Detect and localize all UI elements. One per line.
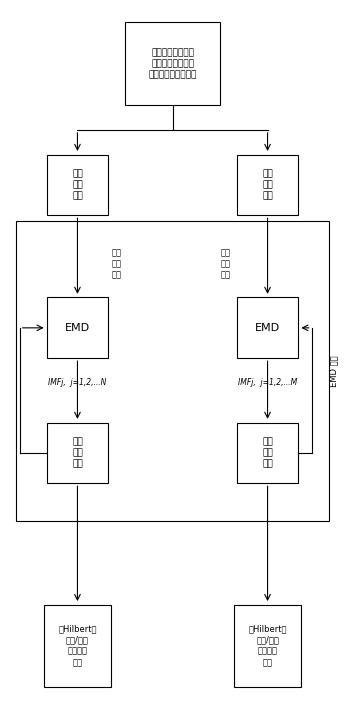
Bar [237,423,298,483]
Bar [237,155,298,215]
Text: 非接触生命探测中
呼吸和心跳信号的
分离及时频分析方法: 非接触生命探测中 呼吸和心跳信号的 分离及时频分析方法 [148,48,197,79]
Text: 心跳
干扰
滤除: 心跳 干扰 滤除 [111,248,121,279]
Text: 呼吸
信号
提取: 呼吸 信号 提取 [72,169,83,201]
Text: 心跳
信号
提取: 心跳 信号 提取 [262,169,273,201]
Bar [16,221,329,521]
Text: EMD 模块: EMD 模块 [329,355,338,387]
Bar [43,605,111,687]
Text: 希尔
伯特
变换: 希尔 伯特 变换 [72,437,83,469]
Text: IMFj,  j=1,2,...N: IMFj, j=1,2,...N [48,379,107,387]
Text: 呼吸
干扰
滤除: 呼吸 干扰 滤除 [220,248,230,279]
Bar [234,605,302,687]
Text: 希尔
伯特
变换: 希尔 伯特 变换 [262,437,273,469]
Text: IMFj,  j=1,2,...M: IMFj, j=1,2,...M [238,379,297,387]
Text: EMD: EMD [65,323,90,333]
Text: 用Hilbert谱
分析/瞬时
频率计算
心跳: 用Hilbert谱 分析/瞬时 频率计算 心跳 [248,625,287,667]
Bar [47,423,108,483]
Bar [47,155,108,215]
Text: EMD: EMD [255,323,280,333]
Bar [237,297,298,359]
Bar [47,297,108,359]
Text: 用Hilbert谱
分析/瞬时
频率计算
呼吸: 用Hilbert谱 分析/瞬时 频率计算 呼吸 [58,625,97,667]
Bar [125,22,220,104]
